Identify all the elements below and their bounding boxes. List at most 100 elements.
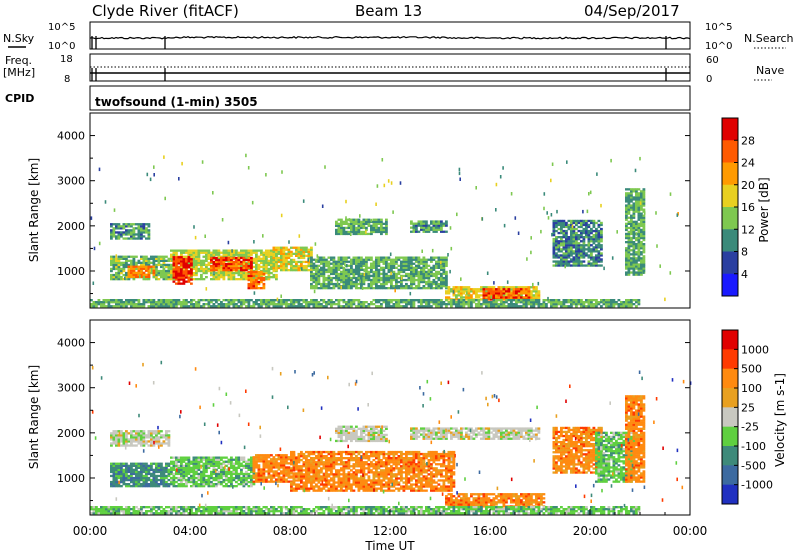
power-cell <box>455 301 458 304</box>
power-cell <box>580 303 583 306</box>
power-cell <box>627 200 631 203</box>
power-cell <box>637 230 641 234</box>
power-cell <box>352 285 356 288</box>
power-cell <box>365 262 368 265</box>
power-cell <box>445 282 448 286</box>
power-cell <box>162 261 166 264</box>
power-cell <box>340 258 343 261</box>
power-cell <box>132 265 136 268</box>
power-cell <box>357 268 361 271</box>
power-cell <box>595 244 598 247</box>
velocity-cell <box>137 474 141 478</box>
velocity-cell <box>210 472 213 476</box>
power-cell <box>640 234 643 238</box>
power-cell <box>537 281 540 286</box>
power-cell <box>240 299 243 302</box>
power-cell <box>160 259 163 262</box>
velocity-cell <box>165 442 168 445</box>
power-cell <box>145 223 148 226</box>
power-cell <box>562 236 566 239</box>
power-cell <box>572 262 576 265</box>
power-cell <box>625 255 628 258</box>
velocity-cell <box>172 476 176 480</box>
power-cell <box>217 278 221 281</box>
power-cell <box>407 256 411 259</box>
power-cell <box>185 258 188 261</box>
velocity-cell <box>120 480 123 484</box>
velocity-cell <box>130 485 133 488</box>
power-cell <box>255 276 258 280</box>
power-cell <box>612 299 616 302</box>
power-cell <box>357 220 361 223</box>
power-cell <box>590 264 593 267</box>
velocity-cell <box>155 468 158 471</box>
power-cell <box>112 278 116 281</box>
velocity-cell <box>185 466 188 469</box>
power-cell <box>635 261 638 264</box>
power-cell <box>417 282 421 286</box>
velocity-cell <box>185 480 188 484</box>
velocity-cell <box>197 462 201 465</box>
power-cell <box>175 253 178 256</box>
velocity-cell <box>217 474 221 478</box>
velocity-cell <box>177 472 181 476</box>
power-cell <box>385 274 388 278</box>
power-cell <box>592 246 596 249</box>
velocity-cell <box>215 462 218 465</box>
power-cell <box>575 242 578 245</box>
power-cell <box>415 270 418 274</box>
power-cell <box>352 280 356 284</box>
power-cell <box>335 224 338 227</box>
power-cell <box>190 258 193 261</box>
power-cell <box>543 192 546 196</box>
power-cell <box>377 218 381 221</box>
velocity-cell <box>127 468 131 471</box>
power-cell <box>257 249 261 252</box>
power-cell <box>122 257 126 260</box>
power-cell <box>390 258 393 261</box>
power-cell <box>587 236 591 239</box>
power-cell <box>212 305 216 308</box>
power-cell <box>352 258 356 261</box>
velocity-cell <box>112 434 116 437</box>
power-cell <box>170 267 173 271</box>
power-cell <box>180 270 183 273</box>
power-cell <box>163 155 165 159</box>
power-cell <box>162 271 166 275</box>
power-cell <box>635 257 638 260</box>
power-cell <box>475 186 477 190</box>
velocity-cell <box>132 478 136 482</box>
velocity-cell <box>190 462 193 465</box>
power-cell <box>405 305 408 308</box>
power-cell <box>630 271 633 274</box>
power-cell <box>530 292 533 295</box>
power-cell <box>417 264 421 267</box>
power-cell <box>615 301 618 304</box>
power-cell <box>532 294 536 297</box>
power-cell <box>582 252 586 255</box>
power-cell <box>205 287 208 291</box>
velocity-cell <box>212 464 216 467</box>
power-cell <box>382 262 386 265</box>
velocity-cell <box>120 440 123 443</box>
power-cell <box>435 285 438 288</box>
power-cell <box>322 268 326 271</box>
power-cell <box>410 262 413 265</box>
power-cell <box>580 240 583 243</box>
power-cell <box>315 301 318 304</box>
power-cell <box>370 228 373 232</box>
power-cell <box>620 305 623 308</box>
power-cell <box>300 305 303 308</box>
velocity-cell <box>125 485 128 488</box>
velocity-cell <box>135 464 138 467</box>
velocity-cell <box>220 476 223 480</box>
power-cell <box>432 258 436 261</box>
power-cell <box>212 256 216 260</box>
power-cell <box>237 273 241 277</box>
power-cell <box>630 200 633 203</box>
power-cell <box>350 278 353 282</box>
power-cell <box>142 231 146 234</box>
velocity-cell <box>150 472 153 476</box>
power-cell <box>277 252 281 255</box>
colorbar-swatch <box>722 118 738 141</box>
